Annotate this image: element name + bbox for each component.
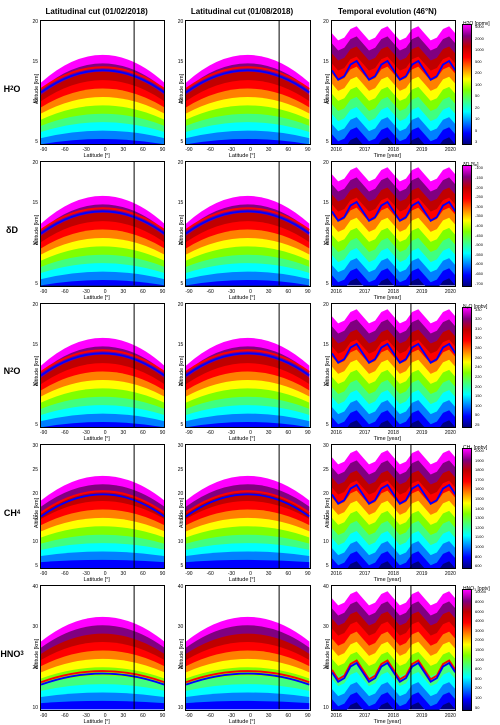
plot-ch4-1: 30252015105Altitude [km]-90-60-300306090… [169, 442, 314, 583]
x-label: Latitude [°] [229, 719, 255, 725]
y-label: Altitude [km] [34, 639, 40, 669]
row-label-n2o: N2O [0, 301, 24, 442]
y-label: Altitude [km] [179, 639, 185, 669]
colorbar-bar: N₂O [ppbv] 33032031030028026024022020015… [462, 307, 472, 428]
colorbar-dd: δD [‰] -100-150-200-250-300-350-400-450-… [460, 159, 500, 300]
plot-area [40, 444, 165, 569]
row-label-dd: δD [0, 159, 24, 300]
y-label: Altitude [km] [325, 74, 331, 104]
plot-area [40, 20, 165, 145]
plot-dd-2: 2015105Altitude [km]20162017201820192020… [315, 159, 460, 300]
row-label-ch4: CH4 [0, 442, 24, 583]
colorbar-ticks: 1000080006000400030002000150010008005002… [475, 590, 486, 709]
col-header-0: Latitudinal cut (01/02/2018) [24, 0, 169, 18]
plot-n2o-2: 2015105Altitude [km]20162017201820192020… [315, 301, 460, 442]
plot-dd-0: 2015105Altitude [km]-90-60-300306090Lati… [24, 159, 169, 300]
x-label: Latitude [°] [83, 719, 109, 725]
y-label: Altitude [km] [325, 498, 331, 528]
plot-area [331, 303, 456, 428]
y-label: Altitude [km] [179, 498, 185, 528]
y-label: Altitude [km] [34, 356, 40, 386]
plot-h2o-0: 2015105Altitude [km]-90-60-300306090Lati… [24, 18, 169, 159]
plot-area [40, 585, 165, 710]
row-label-h2o: H2O [0, 18, 24, 159]
x-label: Time [year] [374, 719, 401, 725]
row-label-hno3: HNO3 [0, 583, 24, 724]
colorbar-bar: δD [‰] -100-150-200-250-300-350-400-450-… [462, 165, 472, 286]
y-label: Altitude [km] [34, 74, 40, 104]
plot-area [185, 303, 310, 428]
plot-area [331, 20, 456, 145]
plot-hno3-1: 40302010Altitude [km]-90-60-300306090Lat… [169, 583, 314, 724]
plot-hno3-0: 40302010Altitude [km]-90-60-300306090Lat… [24, 583, 169, 724]
colorbar-ticks: -100-150-200-250-300-350-400-450-500-550… [475, 166, 483, 285]
y-label: Altitude [km] [34, 498, 40, 528]
y-label: Altitude [km] [325, 639, 331, 669]
y-label: Altitude [km] [325, 215, 331, 245]
plot-dd-1: 2015105Altitude [km]-90-60-300306090Lati… [169, 159, 314, 300]
colorbar-h2o: H2O [ppmv] 40002000100050020010050201053 [460, 18, 500, 159]
y-label: Altitude [km] [34, 215, 40, 245]
colorbar-bar: CH₄ [ppbv] 20001900180017001600150014001… [462, 448, 472, 569]
col-header-1: Latitudinal cut (01/08/2018) [169, 0, 314, 18]
plot-n2o-1: 2015105Altitude [km]-90-60-300306090Lati… [169, 301, 314, 442]
colorbar-hno3: HNO₃ [pptv] 1000080006000400030002000150… [460, 583, 500, 724]
plot-area [185, 161, 310, 286]
colorbar-ticks: 40002000100050020010050201053 [475, 25, 484, 144]
colorbar-ch4: CH₄ [ppbv] 20001900180017001600150014001… [460, 442, 500, 583]
plot-h2o-1: 2015105Altitude [km]-90-60-300306090Lati… [169, 18, 314, 159]
plot-area [331, 585, 456, 710]
colorbar-bar: HNO₃ [pptv] 1000080006000400030002000150… [462, 589, 472, 710]
y-label: Altitude [km] [179, 356, 185, 386]
colorbar-ticks: 3303203103002802602402202001501005025 [475, 308, 482, 427]
plot-area [40, 161, 165, 286]
plot-hno3-2: 40302010Altitude [km]2016201720182019202… [315, 583, 460, 724]
colorbar-bar: H2O [ppmv] 40002000100050020010050201053 [462, 24, 472, 145]
plot-n2o-0: 2015105Altitude [km]-90-60-300306090Lati… [24, 301, 169, 442]
y-label: Altitude [km] [179, 74, 185, 104]
y-label: Altitude [km] [179, 215, 185, 245]
plot-area [185, 585, 310, 710]
plot-area [331, 444, 456, 569]
colorbar-n2o: N₂O [ppbv] 33032031030028026024022020015… [460, 301, 500, 442]
plot-area [185, 444, 310, 569]
y-label: Altitude [km] [325, 356, 331, 386]
plot-ch4-0: 30252015105Altitude [km]-90-60-300306090… [24, 442, 169, 583]
col-header-2: Temporal evolution (46°N) [315, 0, 460, 18]
plot-area [331, 161, 456, 286]
plot-h2o-2: 2015105Altitude [km]20162017201820192020… [315, 18, 460, 159]
colorbar-ticks: 2000190018001700160015001400130012001100… [475, 449, 484, 568]
plot-area [185, 20, 310, 145]
plot-area [40, 303, 165, 428]
plot-ch4-2: 30252015105Altitude [km]2016201720182019… [315, 442, 460, 583]
